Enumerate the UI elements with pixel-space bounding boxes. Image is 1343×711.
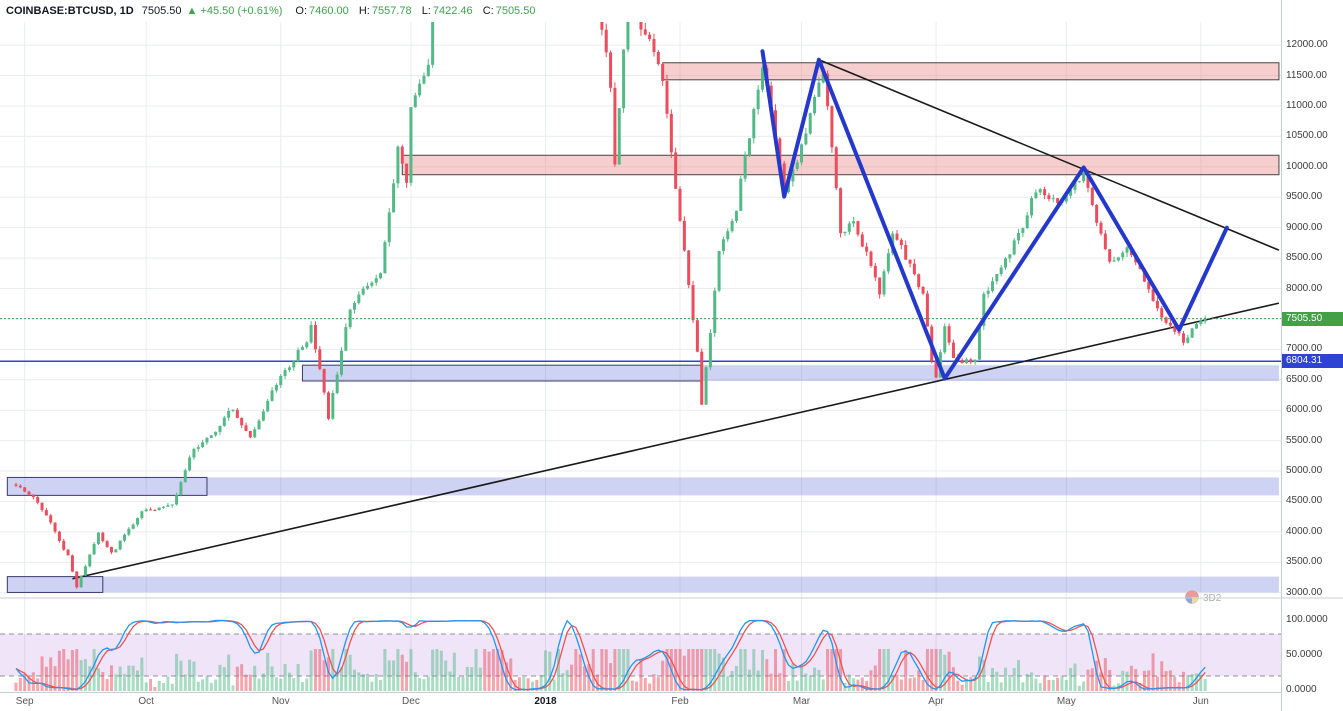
watermark: 3D2 (1185, 590, 1222, 604)
elliott-wave-drawing[interactable] (760, 49, 1229, 381)
time-axis-label: May (1056, 696, 1076, 707)
support-zone-box[interactable] (6, 476, 208, 496)
support-zone[interactable] (302, 365, 1279, 381)
stoch-k-line (15, 619, 1206, 691)
legend-last-price: 7505.50 (141, 5, 182, 17)
price-axis-label: 11500.00 (1286, 69, 1327, 81)
price-axis-label: 7000.00 (1286, 343, 1323, 355)
open-value: 7460.00 (309, 5, 349, 17)
stochastic-pane (0, 619, 1281, 691)
legend-price-change: ▲ +45.50 (+0.61%) (187, 5, 283, 17)
price-axis-label: 8000.00 (1286, 282, 1323, 294)
price-axis-label: 4500.00 (1286, 495, 1323, 507)
open-label: O: (295, 5, 308, 17)
price-axis-label: 4000.00 (1286, 525, 1323, 537)
time-axis-label: Mar (792, 696, 811, 707)
price-axis-label: 9000.00 (1286, 221, 1323, 233)
price-axis-label: 10000.00 (1286, 160, 1328, 172)
legend-ohlc: O: 7460.00 H: 7557.78 L: 7422.46 C: 7505.50 (288, 5, 535, 17)
candlestick-series (14, 22, 1207, 589)
time-axis-label: Dec (402, 696, 420, 707)
indicator-axis-label: 0.0000 (1286, 684, 1317, 695)
resistance-zone[interactable] (662, 62, 1280, 81)
high-value: 7557.78 (371, 5, 412, 17)
price-axis-label: 9500.00 (1286, 191, 1323, 203)
time-axis-label: Sep (15, 696, 34, 707)
symbol-title[interactable]: COINBASE:BTCUSD, 1D (6, 5, 134, 17)
close-value: 7505.50 (495, 5, 536, 17)
price-axis[interactable]: 12000.00 11500.00 11000.00 10500.00 10000.00… (1281, 0, 1343, 711)
price-axis-label: 3000.00 (1286, 586, 1323, 598)
up-arrow-icon: ▲ (186, 5, 198, 17)
support-zone[interactable] (7, 477, 1279, 496)
time-axis-label: Apr (928, 696, 944, 707)
resistance-zone[interactable] (401, 154, 1280, 176)
low-label: L: (421, 5, 431, 17)
price-axis-label: 8500.00 (1286, 252, 1323, 264)
price-axis-label: 5000.00 (1286, 465, 1323, 477)
price-axis-label: 5500.00 (1286, 434, 1323, 446)
last-price-badge: 7505.50 (1282, 311, 1343, 326)
support-zone-box[interactable] (6, 576, 104, 593)
price-axis-label: 6500.00 (1286, 373, 1323, 385)
volume-series (14, 649, 1207, 691)
indicator-axis-label: 100.0000 (1286, 614, 1328, 625)
trendline-ascending-support[interactable] (72, 302, 1280, 580)
price-axis-label: 3500.00 (1286, 556, 1323, 568)
chart-legend: COINBASE:BTCUSD, 1D 7505.50 ▲ +45.50 (+0… (0, 0, 535, 22)
low-value: 7422.46 (432, 5, 473, 17)
close-label: C: (482, 5, 494, 17)
time-axis-label: Oct (138, 696, 154, 707)
price-axis-label: 6000.00 (1286, 404, 1323, 416)
time-axis-label: 2018 (534, 696, 557, 707)
time-axis[interactable]: Sep Oct Nov Dec 2018 Feb Mar Apr May Jun (0, 692, 1281, 711)
price-axis-label: 10500.00 (1286, 130, 1328, 142)
support-zone[interactable] (7, 576, 1279, 593)
alert-line-badge: 6804.31 (1282, 354, 1343, 369)
indicator-axis-label: 50.0000 (1286, 649, 1323, 660)
change-text: +45.50 (+0.61%) (200, 5, 283, 17)
supply-demand-zones[interactable] (6, 62, 1280, 593)
price-axis-label: 12000.00 (1286, 39, 1328, 51)
high-label: H: (358, 5, 370, 17)
trendline-descending-resistance[interactable] (818, 58, 1280, 251)
price-axis-label: 11000.00 (1286, 99, 1327, 111)
time-axis-label: Feb (671, 696, 689, 707)
time-axis-label: Jun (1192, 696, 1209, 707)
time-axis-label: Nov (271, 696, 290, 707)
